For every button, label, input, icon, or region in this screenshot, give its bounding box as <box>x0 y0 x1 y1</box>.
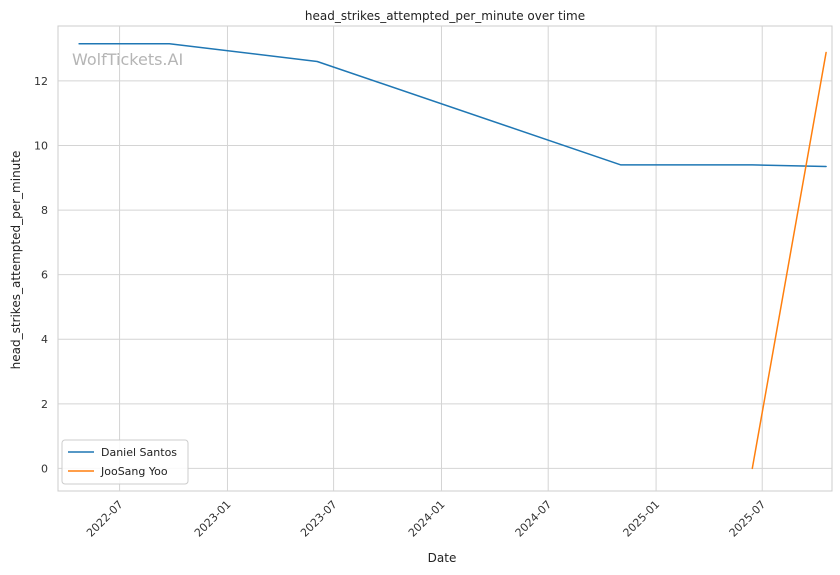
chart-title: head_strikes_attempted_per_minute over t… <box>305 9 585 23</box>
x-tick-label: 2025-07 <box>727 498 769 540</box>
legend-label-2: JooSang Yoo <box>100 465 168 478</box>
plot-area <box>57 25 833 492</box>
y-tick-label: 4 <box>41 333 48 346</box>
y-tick-label: 2 <box>41 398 48 411</box>
y-tick-label: 8 <box>41 204 48 217</box>
y-tick-label: 6 <box>41 269 48 282</box>
y-axis-title: head_strikes_attempted_per_minute <box>9 151 23 370</box>
legend-box <box>61 439 189 485</box>
watermark: WolfTickets.AI <box>72 50 183 69</box>
x-tick-label: 2023-07 <box>298 498 340 540</box>
y-tick-label: 10 <box>34 139 48 152</box>
x-axis-ticks: 2022-07 2023-01 2023-07 2024-01 2024-07 2025-… <box>84 498 768 540</box>
x-tick-label: 2025-01 <box>621 498 663 540</box>
x-tick-label: 2023-01 <box>192 498 234 540</box>
x-tick-label: 2022-07 <box>84 498 126 540</box>
x-axis-title: Date <box>428 551 457 565</box>
series-line-2 <box>751 51 827 470</box>
series-layer <box>78 43 827 470</box>
legend-label-1: Daniel Santos <box>101 446 177 459</box>
y-axis-ticks: 0 2 4 6 8 10 12 <box>34 75 48 476</box>
series-line-1 <box>78 43 827 168</box>
legend: Daniel Santos JooSang Yoo <box>61 439 189 485</box>
y-tick-label: 12 <box>34 75 48 88</box>
y-tick-label: 0 <box>41 462 48 475</box>
x-tick-label: 2024-01 <box>406 498 448 540</box>
x-tick-label: 2024-07 <box>513 498 555 540</box>
y-grid <box>58 80 832 469</box>
